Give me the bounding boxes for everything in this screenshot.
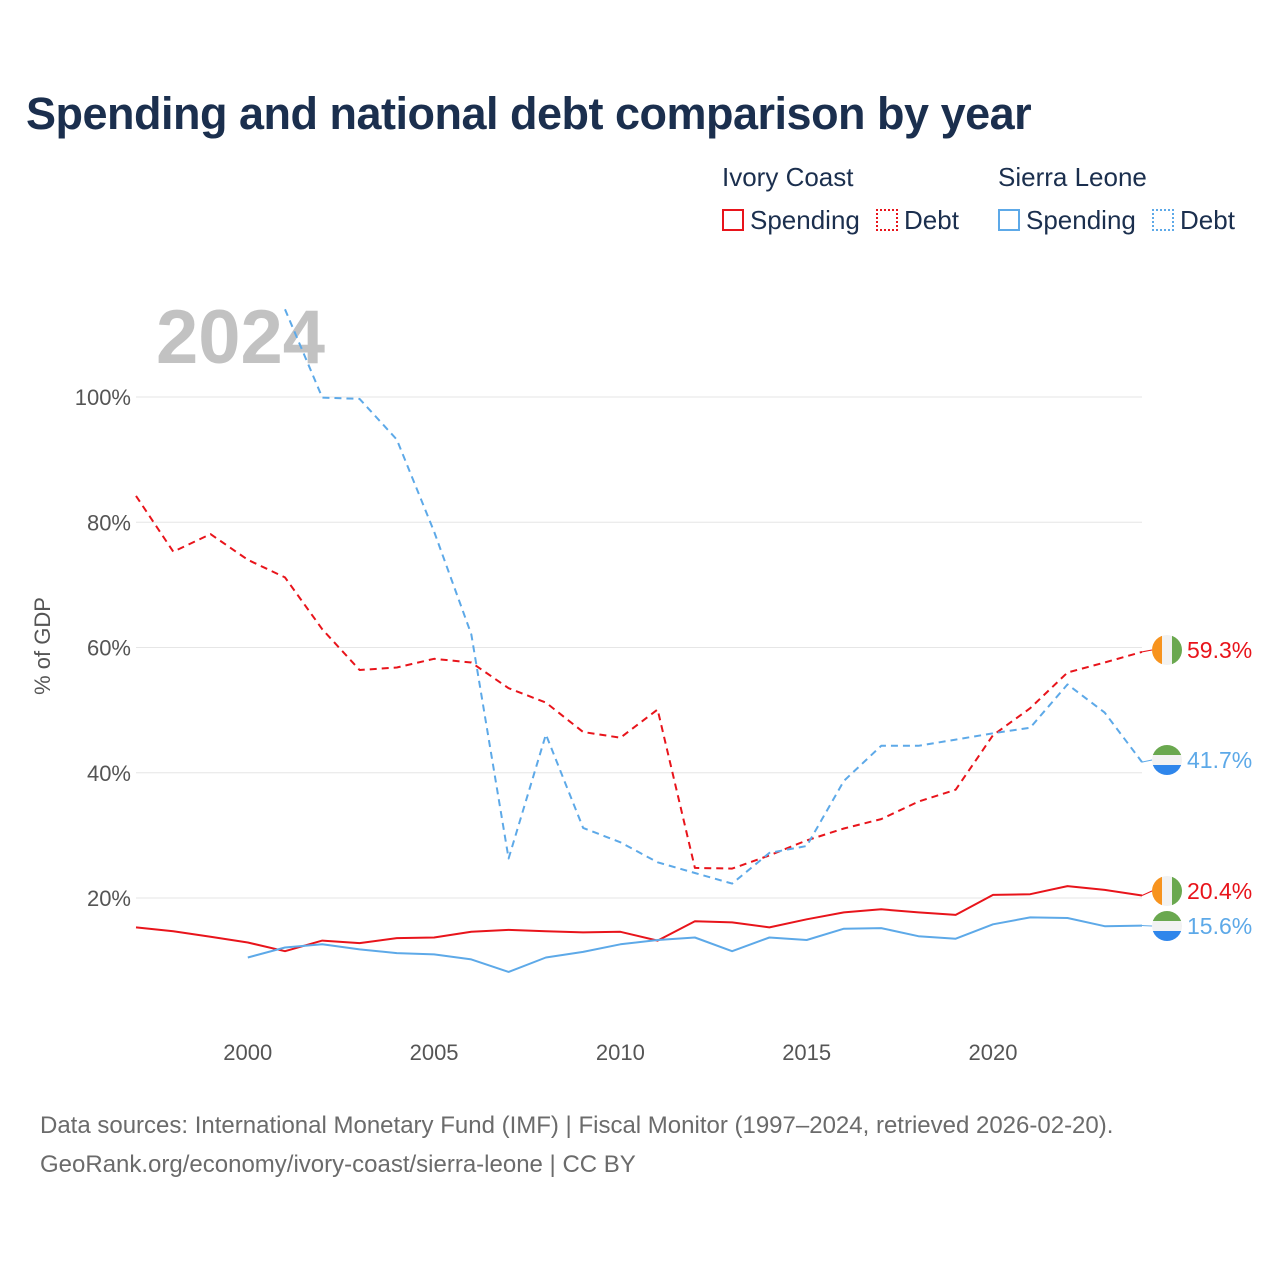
x-tick-label: 2000 (223, 1040, 272, 1065)
footer-line-sources: Data sources: International Monetary Fun… (40, 1112, 1114, 1139)
x-tick-label: 2010 (596, 1040, 645, 1065)
legend-label: Spending (1026, 204, 1136, 235)
legend-label: Debt (904, 204, 959, 235)
year-watermark: 2024 (156, 295, 325, 380)
legend-group-ivory-coast: Ivory Coast (722, 162, 854, 192)
legend-label: Debt (1180, 204, 1235, 235)
legend-label: Spending (750, 204, 860, 235)
sierra-leone-flag-icon (1152, 911, 1182, 941)
legend-swatch-solid (998, 209, 1020, 231)
y-tick-label: 60% (87, 636, 131, 661)
end-labels: 59.3% 41.7% 20.4% 15.6% (1141, 635, 1252, 941)
legend-swatch-dotted (1152, 209, 1174, 231)
end-label-connector (1141, 759, 1153, 763)
legend-ivory-coast-spending[interactable]: Spending (722, 204, 860, 236)
legend-group-sierra-leone: Sierra Leone (998, 162, 1147, 192)
x-tick-label: 2020 (968, 1040, 1017, 1065)
end-label-connector (1141, 890, 1153, 896)
y-tick-label: 80% (87, 510, 131, 535)
footer-line-attribution[interactable]: GeoRank.org/economy/ivory-coast/sierra-l… (40, 1151, 636, 1178)
series-line-sierra-leone-debt (284, 308, 1143, 885)
y-tick-label: 40% (87, 761, 131, 786)
legend-swatch-dotted (876, 209, 898, 231)
end-value-label: 15.6% (1187, 913, 1252, 939)
legend-ivory-coast-debt[interactable]: Debt (876, 204, 959, 236)
y-tick-label: 20% (87, 886, 131, 911)
x-tick-label: 2005 (410, 1040, 459, 1065)
ivory-coast-flag-icon (1152, 635, 1182, 665)
legend-sierra-leone-spending[interactable]: Spending (998, 204, 1136, 236)
sierra-leone-flag-icon (1152, 745, 1182, 775)
end-value-label: 41.7% (1187, 747, 1252, 773)
series-line-ivory-coast-debt (135, 495, 1143, 870)
chart-title: Spending and national debt comparison by… (26, 88, 1032, 139)
y-axis-label: % of GDP (30, 597, 55, 695)
footer-sources: Data sources: International Monetary Fun… (40, 1106, 1113, 1184)
y-axis: 20% 40% 60% 80% 100% (75, 385, 131, 911)
ivory-coast-flag-icon (1152, 876, 1182, 906)
x-axis: 2000 2005 2010 2015 2020 (223, 1040, 1017, 1065)
y-tick-label: 100% (75, 385, 131, 410)
legend-swatch-solid (722, 209, 744, 231)
grid (136, 396, 1142, 899)
series (135, 308, 1143, 973)
legend-sierra-leone-debt[interactable]: Debt (1152, 204, 1235, 236)
end-label-connector (1141, 649, 1153, 653)
end-value-label: 59.3% (1187, 637, 1252, 663)
series-line-sierra-leone-spending (247, 916, 1143, 973)
x-tick-label: 2015 (782, 1040, 831, 1065)
end-value-label: 20.4% (1187, 878, 1252, 904)
